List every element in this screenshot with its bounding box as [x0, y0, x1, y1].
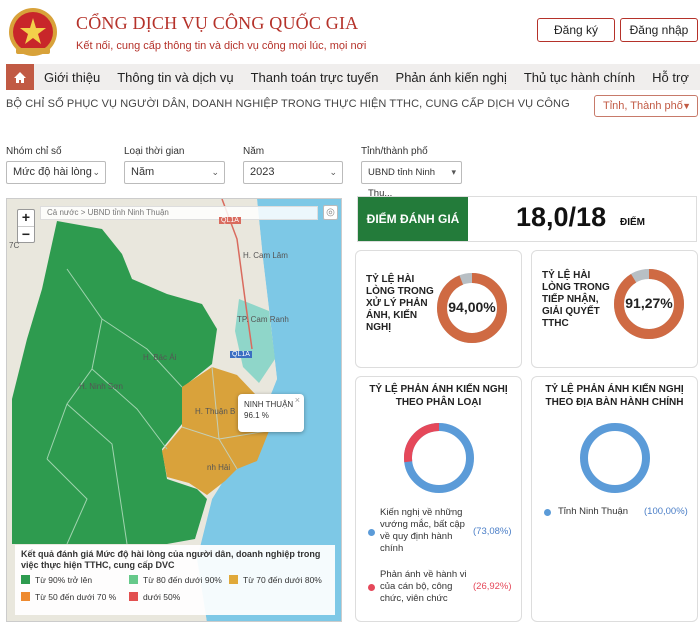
score-value: 18,0/18 [516, 202, 607, 232]
home-button[interactable] [6, 64, 34, 90]
home-icon [14, 71, 26, 83]
legend-item: Từ 50 đến dưới 70 % [21, 592, 116, 602]
zoom-control: + − [17, 209, 35, 243]
nav-item-info-services[interactable]: Thông tin và dịch vụ [117, 69, 234, 85]
map-legend: Kết quả đánh giá Mức độ hài lòng của ngư… [15, 545, 335, 615]
national-emblem-icon[interactable] [6, 6, 60, 58]
map-label-cam-ranh: TP. Cam Ranh [237, 315, 289, 324]
chevron-down-icon: ⌄ [329, 167, 337, 177]
by-area-item-percent: (100,00%) [644, 506, 688, 517]
legend-label: dưới 50% [143, 592, 181, 602]
by-type-donut [404, 423, 474, 493]
map-label-cam-lam: H. Cam Lâm [243, 251, 288, 260]
nav-item-support[interactable]: Hỗ trợ [652, 69, 689, 85]
score-panel: ĐIỂM ĐÁNH GIÁ 18,0/18 ĐIỂM [357, 196, 697, 242]
handling-donut [437, 273, 507, 343]
legend-item: Từ 90% trở lên [21, 575, 92, 585]
map-label-ql1a-mid: QL1A [230, 351, 252, 358]
filter-province-value: UBND tỉnh Ninh Thu... [368, 167, 436, 199]
legend-item: Từ 70 đến dưới 80% [229, 575, 322, 585]
filter-province-label: Tỉnh/thành phố [361, 146, 428, 157]
by-type-title: TỶ LỆ PHẢN ÁNH KIẾN NGHỊ THEO PHÂN LOẠI [369, 384, 508, 408]
popup-value: 96.1 % [244, 411, 269, 420]
nav-item-payment[interactable]: Thanh toán trực tuyến [250, 69, 379, 85]
feedback-by-type-card: TỶ LỆ PHẢN ÁNH KIẾN NGHỊ THEO PHÂN LOẠI … [355, 376, 522, 622]
filter-year-select[interactable]: 2023 ⌄ [243, 161, 343, 184]
filter-period-label: Loại thời gian [124, 146, 185, 157]
map-label-ninh-hai: nh Hải [207, 463, 231, 472]
feedback-by-area-card: TỶ LỆ PHẢN ÁNH KIẾN NGHỊ THEO ĐỊA BÀN HÀ… [531, 376, 698, 622]
legend-item: Từ 80 đến dưới 90% [129, 575, 222, 585]
by-type-item-label: Kiến nghị về những vướng mắc, bất cập về… [380, 507, 465, 554]
filter-province-select[interactable]: UBND tỉnh Ninh Thu... ▾ [361, 161, 462, 199]
legend-label: Từ 70 đến dưới 80% [243, 575, 322, 585]
legend-label: Từ 90% trở lên [35, 575, 93, 585]
nav-item-procedures[interactable]: Thủ tục hành chính [523, 69, 636, 85]
filter-group-select[interactable]: Mức độ hài lòng ⌄ [6, 161, 106, 184]
zoom-out-button[interactable]: − [18, 226, 34, 242]
locate-icon[interactable]: ◎ [323, 205, 338, 220]
by-area-title: TỶ LỆ PHẢN ÁNH KIẾN NGHỊ THEO ĐỊA BÀN HÀ… [545, 384, 684, 408]
by-area-item-label: Tỉnh Ninh Thuận [558, 506, 629, 517]
filter-period-value: Năm [131, 166, 155, 178]
filter-period-select[interactable]: Năm ⌄ [124, 161, 225, 184]
reception-donut [614, 269, 684, 339]
page-title: BỘ CHỈ SỐ PHỤC VỤ NGƯỜI DÂN, DOANH NGHIỆ… [6, 98, 570, 110]
filter-year-value: 2023 [250, 166, 275, 178]
login-button[interactable]: Đăng nhập [620, 18, 698, 42]
map-label-thuan-bac: H. Thuận B [195, 407, 236, 416]
province-dropdown-label: Tỉnh, Thành phố [603, 100, 683, 112]
main-nav: Giới thiệu Thông tin và dịch vụ Thanh to… [6, 64, 700, 90]
legend-dot [544, 509, 551, 516]
zoom-in-button[interactable]: + [21, 209, 31, 225]
handling-satisfaction-card: TỶ LỆ HÀI LÒNG TRONG XỬ LÝ PHẢN ÁNH, KIẾ… [355, 250, 522, 368]
reception-satisfaction-card: TỶ LỆ HÀI LÒNG TRONG TIẾP NHẬN, GIẢI QUY… [531, 250, 698, 368]
reception-percent: 91,27% [625, 295, 673, 311]
register-button[interactable]: Đăng ký [537, 18, 615, 42]
filter-group-value: Mức độ hài lòng [13, 166, 92, 178]
chevron-down-icon: ▼ [682, 101, 691, 111]
province-map[interactable]: + − Cả nước > UBND tỉnh Ninh Thuận ◎ 7C … [6, 198, 342, 622]
site-title[interactable]: CỔNG DỊCH VỤ CÔNG QUỐC GIA [76, 13, 359, 33]
chevron-down-icon: ⌄ [211, 167, 219, 177]
legend-label: Từ 80 đến dưới 90% [143, 575, 222, 585]
chevron-down-icon: ▾ [451, 167, 456, 177]
map-label-bac-ai: H. Bác Ái [143, 353, 177, 362]
chevron-down-icon: ⌄ [92, 167, 100, 177]
legend-label: Từ 50 đến dưới 70 % [35, 592, 117, 602]
by-area-donut [580, 423, 650, 493]
by-type-item-percent: (73,08%) [473, 526, 512, 537]
map-label-ninh-son: H. Ninh Sơn [79, 382, 123, 391]
nav-item-about[interactable]: Giới thiệu [44, 69, 101, 85]
filter-group-label: Nhóm chỉ số [6, 146, 62, 157]
legend-item: dưới 50% [129, 592, 180, 602]
nav-item-feedback[interactable]: Phản ánh kiến nghị [395, 69, 507, 85]
province-dropdown[interactable]: Tỉnh, Thành phố ▼ [594, 95, 698, 117]
map-label-ql1a-top: QL1A [219, 217, 241, 224]
by-type-item-percent: (26,92%) [473, 581, 512, 592]
filter-year-label: Năm [243, 146, 265, 157]
handling-percent: 94,00% [448, 299, 496, 315]
site-header: CỔNG DỊCH VỤ CÔNG QUỐC GIA Kết nối, cung… [0, 0, 700, 64]
map-breadcrumb[interactable]: Cả nước > UBND tỉnh Ninh Thuận [40, 206, 318, 220]
site-slogan: Kết nối, cung cấp thông tin và dịch vụ c… [76, 40, 367, 52]
score-label: ĐIỂM ĐÁNH GIÁ [358, 197, 468, 241]
score-unit: ĐIỂM [620, 217, 645, 228]
handling-label: TỶ LỆ HÀI LÒNG TRONG XỬ LÝ PHẢN ÁNH, KIẾ… [366, 274, 434, 333]
reception-label: TỶ LỆ HÀI LÒNG TRONG TIẾP NHẬN, GIẢI QUY… [542, 270, 610, 329]
map-canvas[interactable] [7, 199, 342, 622]
legend-dot [368, 584, 375, 591]
legend-dot [368, 529, 375, 536]
close-icon[interactable]: × [294, 395, 300, 405]
by-type-item-label: Phản ánh về hành vi của cán bộ, công chứ… [380, 569, 467, 604]
map-label-7c: 7C [9, 241, 20, 250]
legend-title: Kết quả đánh giá Mức độ hài lòng của ngư… [21, 549, 321, 570]
popup-province-name: NINH THUẬN [244, 400, 294, 409]
map-popup: × NINH THUẬN 96.1 % [238, 394, 304, 432]
